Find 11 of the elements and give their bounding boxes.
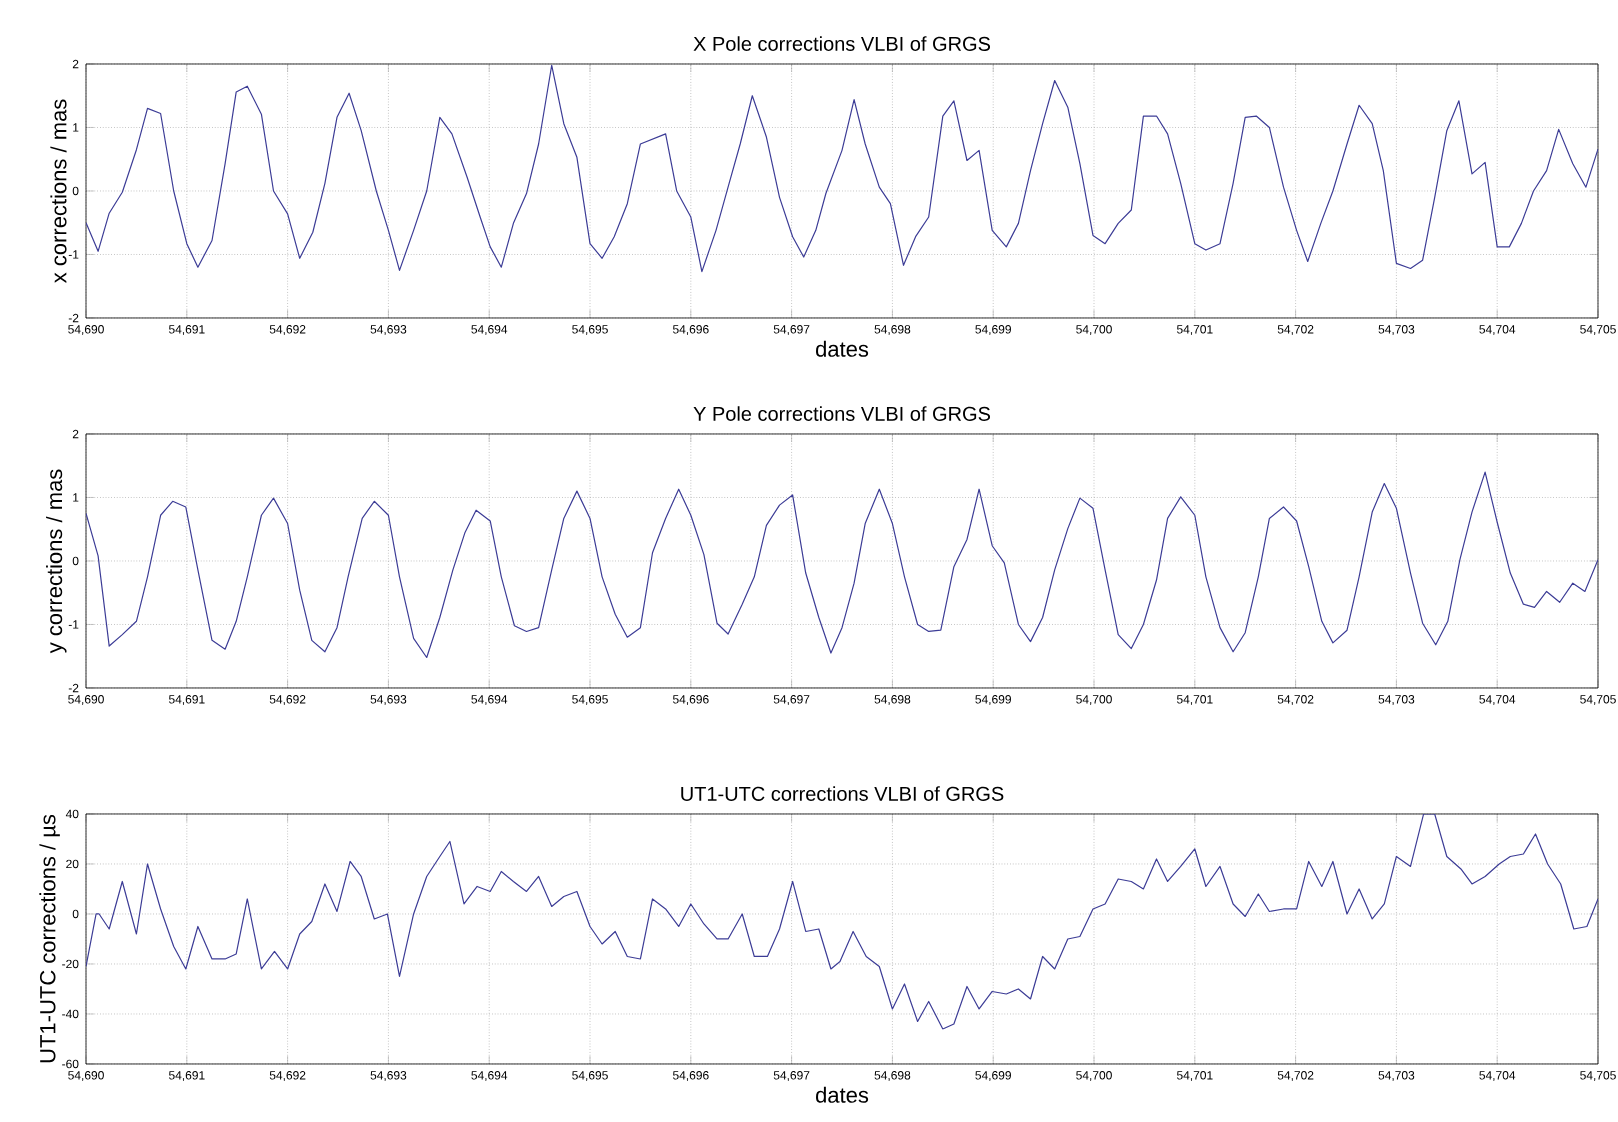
x-axis-title: dates — [816, 340, 869, 357]
line-series — [86, 64, 1598, 273]
line-series — [86, 471, 1598, 659]
chart-title: X Pole corrections VLBI of GRGS — [693, 36, 991, 51]
chart-title: Y Pole corrections VLBI of GRGS — [693, 406, 991, 421]
chart-title: UT1-UTC corrections VLBI of GRGS — [681, 786, 1004, 801]
y-axis-title: y corrections / mas — [46, 469, 67, 654]
y-axis-title: x corrections / mas — [50, 99, 67, 284]
line-series — [86, 813, 1598, 1030]
y-axis-title: UT1-UTC corrections / µs — [39, 814, 60, 1063]
x-axis-title: dates — [816, 1086, 869, 1103]
